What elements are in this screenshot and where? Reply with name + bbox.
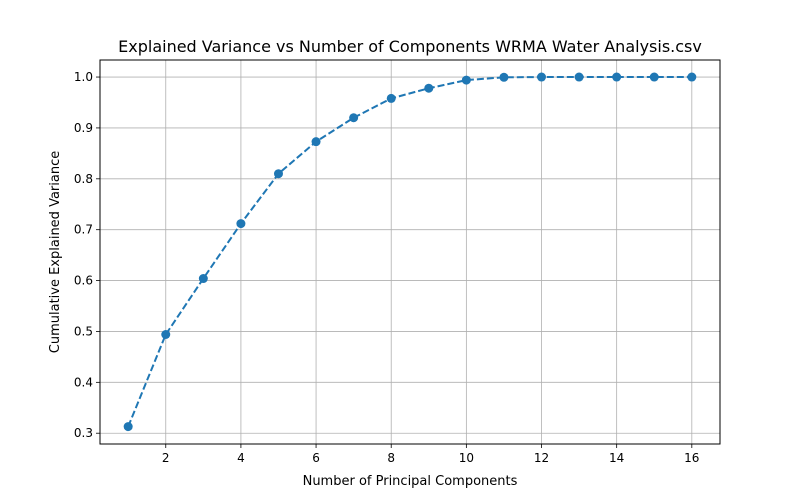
y-tick-label: 0.4: [74, 375, 93, 389]
data-point: [198, 274, 208, 284]
x-tick-label: 4: [237, 451, 245, 465]
data-point: [574, 72, 584, 82]
y-tick-label: 1.0: [74, 70, 93, 84]
x-tick-label: 2: [162, 451, 170, 465]
data-point: [537, 72, 547, 82]
plot-frame: [99, 59, 721, 445]
data-point: [424, 83, 434, 93]
y-tick-label: 0.3: [74, 426, 93, 440]
x-tick-label: 12: [534, 451, 549, 465]
y-tick-label: 0.9: [74, 121, 93, 135]
x-tick-label: 8: [387, 451, 395, 465]
x-axis-ticks: 2 4 6 8 10 12 14 16: [162, 444, 699, 465]
y-tick-label: 0.7: [74, 223, 93, 237]
data-point: [273, 169, 283, 179]
x-tick-label: 16: [684, 451, 699, 465]
x-axis-label: Number of Principal Components: [303, 474, 518, 489]
data-point: [612, 72, 622, 82]
data-point: [311, 137, 321, 147]
data-point: [649, 72, 659, 82]
y-tick-label: 0.5: [74, 324, 93, 338]
y-tick-label: 0.6: [74, 274, 93, 288]
data-point: [123, 422, 133, 432]
series-line: [127, 76, 692, 427]
data-point: [386, 93, 396, 103]
y-axis-label: Cumulative Explained Variance: [48, 151, 63, 353]
data-point: [687, 72, 697, 82]
data-point: [461, 75, 471, 85]
data-point: [499, 72, 509, 82]
data-point: [236, 219, 246, 229]
chart-title: Explained Variance vs Number of Componen…: [118, 37, 702, 56]
y-axis-ticks: 0.3 0.4 0.5 0.6 0.7 0.8 0.9 1.0: [74, 70, 100, 440]
x-tick-label: 10: [459, 451, 474, 465]
data-point: [161, 330, 171, 340]
data-point: [349, 113, 359, 123]
x-tick-label: 6: [312, 451, 320, 465]
plot-area: [100, 60, 720, 444]
x-tick-label: 14: [609, 451, 624, 465]
y-tick-label: 0.8: [74, 172, 93, 186]
series-layer: [123, 72, 697, 432]
